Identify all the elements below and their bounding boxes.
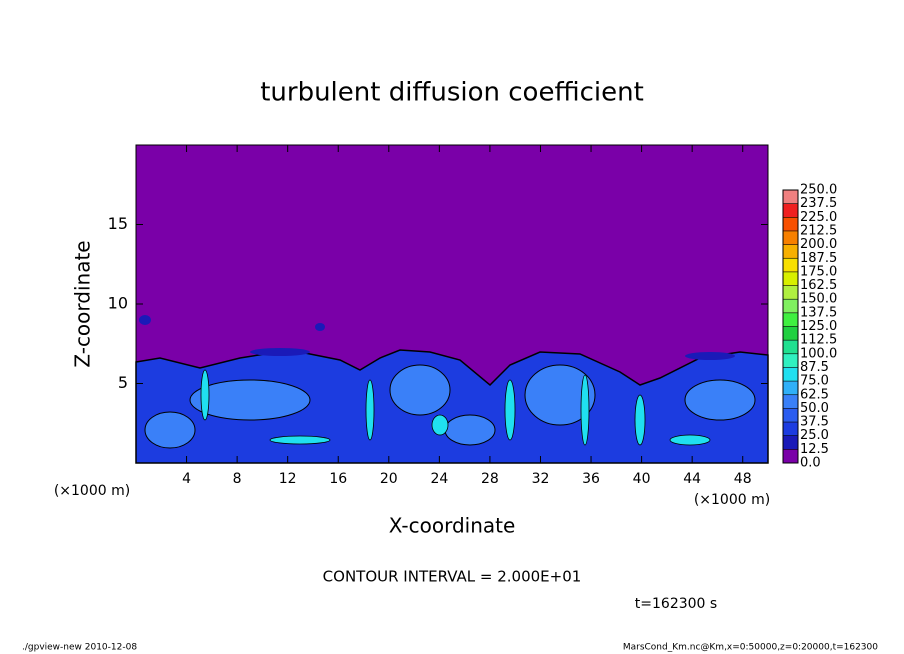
colorbar-label: 150.0 xyxy=(800,292,837,307)
colorbar-swatch xyxy=(783,422,798,436)
x-axis-label: X-coordinate xyxy=(389,514,516,538)
colorbar-swatch xyxy=(783,435,798,450)
colorbar-label: 87.5 xyxy=(800,360,829,375)
colorbar-swatch xyxy=(783,340,798,354)
colorbar-label: 75.0 xyxy=(800,374,829,389)
colorbar-label: 175.0 xyxy=(800,264,837,279)
colorbar-label: 25.0 xyxy=(800,428,829,443)
colorbar-swatch xyxy=(783,244,798,259)
colorbar-swatch xyxy=(783,312,798,327)
field-patches xyxy=(144,364,756,449)
colorbar-swatch xyxy=(783,381,798,395)
colorbar-swatch xyxy=(783,367,798,382)
y-tick-label: 15 xyxy=(108,214,128,233)
colorbar-label: 237.5 xyxy=(800,196,837,211)
colorbar-label: 137.5 xyxy=(800,305,837,320)
colorbar-label: 212.5 xyxy=(800,223,837,238)
colorbar-label: 250.0 xyxy=(800,183,837,198)
y-unit: (×1000 m) xyxy=(54,483,130,499)
colorbar-swatch xyxy=(783,230,798,245)
colorbar-label: 200.0 xyxy=(800,237,837,252)
x-tick-label: 44 xyxy=(683,471,701,487)
colorbar-swatch xyxy=(783,299,798,313)
colorbar-label: 162.5 xyxy=(800,278,837,293)
chart-title: turbulent diffusion coefficient xyxy=(260,78,644,108)
field-streaks xyxy=(200,369,711,446)
x-tick-label: 16 xyxy=(329,471,347,487)
colorbar-label: 62.5 xyxy=(800,387,829,402)
x-tick-label: 40 xyxy=(633,471,651,487)
y-axis-label: Z-coordinate xyxy=(71,240,95,367)
colorbar-label: 37.5 xyxy=(800,415,829,430)
colorbar-swatch xyxy=(783,394,798,409)
colorbar-swatch xyxy=(783,285,798,300)
x-tick-label: 28 xyxy=(481,471,499,487)
x-tick-label: 24 xyxy=(430,471,448,487)
x-tick-label: 48 xyxy=(734,471,752,487)
field xyxy=(135,145,769,464)
colorbar-swatch xyxy=(783,217,798,231)
colorbar-swatch xyxy=(783,353,798,368)
colorbar-swatch xyxy=(783,408,798,423)
x-unit: (×1000 m) xyxy=(694,492,770,508)
colorbar-swatch xyxy=(783,326,798,341)
colorbar-swatch xyxy=(783,203,798,218)
colorbar-label: 12.5 xyxy=(800,442,829,457)
colorbar-swatch xyxy=(783,271,798,286)
colorbar-label: 50.0 xyxy=(800,401,829,416)
x-tick-label: 12 xyxy=(279,471,297,487)
contour-interval: CONTOUR INTERVAL = 2.000E+01 xyxy=(323,568,582,586)
time-label: t=162300 s xyxy=(635,596,717,612)
colorbar-swatch xyxy=(783,258,798,272)
x-tick-label: 8 xyxy=(233,471,242,487)
colorbar-swatch xyxy=(783,190,798,204)
colorbar-label: 187.5 xyxy=(800,251,837,266)
x-tick-label: 20 xyxy=(380,471,398,487)
colorbar-label: 125.0 xyxy=(800,319,837,334)
colorbar-label: 0.0 xyxy=(800,456,821,471)
colorbar-swatch xyxy=(783,449,798,463)
colorbar-label: 225.0 xyxy=(800,210,837,225)
y-tick-label: 10 xyxy=(108,294,128,313)
footer-left: ./gpview-new 2010-12-08 xyxy=(22,643,137,653)
footer-right: MarsCond_Km.nc@Km,x=0:50000,z=0:20000,t=… xyxy=(623,643,878,653)
x-tick-label: 36 xyxy=(582,471,600,487)
x-tick-label: 4 xyxy=(182,471,191,487)
y-tick-label: 5 xyxy=(118,373,128,392)
x-tick-label: 32 xyxy=(532,471,550,487)
colorbar-label: 100.0 xyxy=(800,346,837,361)
colorbar-label: 112.5 xyxy=(800,333,837,348)
field-specks xyxy=(139,315,735,360)
